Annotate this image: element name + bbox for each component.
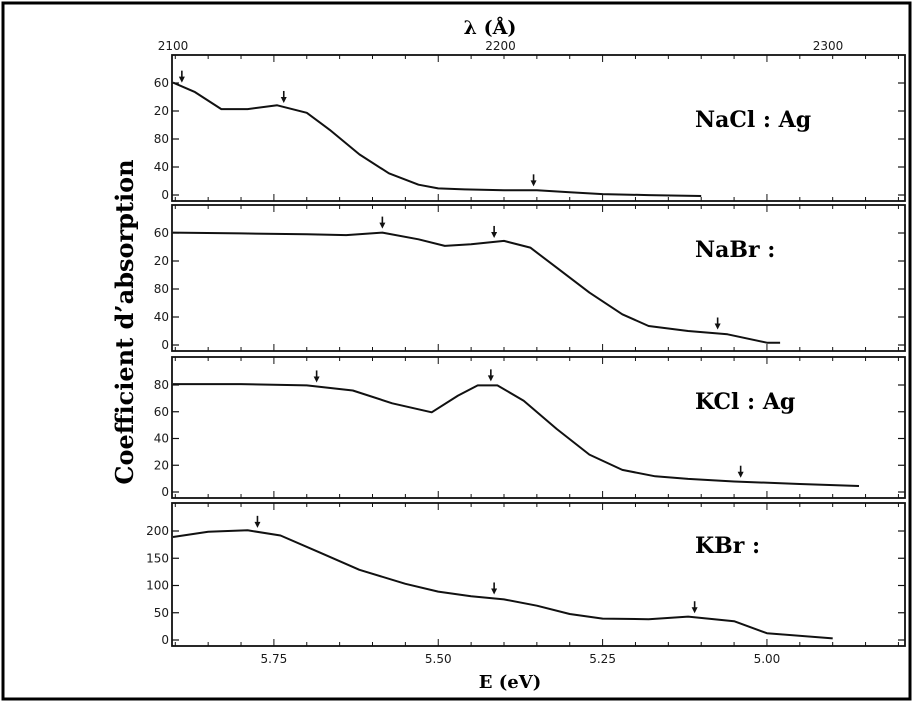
- y-tick-label: 60: [154, 226, 169, 240]
- y-tick-label: 40: [154, 432, 169, 446]
- panel-frame: [171, 204, 906, 352]
- y-tick-label: 200: [146, 524, 169, 538]
- y-tick-label: 0: [161, 338, 169, 352]
- panel-kcl-ag: 80 60 40 20 0 KCl : Ag: [154, 356, 906, 499]
- y-tick-label: 100: [146, 579, 169, 593]
- absorption-curve: [172, 81, 702, 197]
- top-tick-label: 2200: [485, 39, 516, 53]
- y-tick-label: 20: [154, 104, 169, 118]
- absorption-curve: [172, 529, 833, 640]
- feature-arrowhead: [491, 231, 498, 238]
- feature-arrowhead: [491, 588, 498, 595]
- feature-arrowhead: [691, 607, 698, 614]
- y-tick-label: 20: [154, 458, 169, 472]
- absorption-curve: [172, 231, 781, 344]
- y-tick-label: 60: [154, 76, 169, 90]
- bottom-axis-ticks: 5.75 5.50 5.25 5.00: [261, 652, 781, 666]
- bottom-tick-label: 5.50: [425, 652, 452, 666]
- panel-nabr: 60 20 80 40 0 NaBr :: [154, 204, 906, 352]
- panel-label: KCl : Ag: [695, 389, 795, 415]
- panel-label: KBr :: [695, 533, 760, 559]
- feature-arrowhead: [254, 521, 261, 528]
- panel-kbr: 200 150 100 50 0 KBr :: [146, 502, 906, 647]
- feature-arrowhead: [313, 376, 320, 383]
- y-tick-label: 0: [161, 633, 169, 647]
- y-tick-label: 40: [154, 160, 169, 174]
- top-tick-label: 2100: [158, 39, 189, 53]
- panel-nacl-ag: 60 20 80 40 0 NaCl : Ag: [154, 54, 906, 202]
- top-axis-label: λ (Å): [464, 16, 517, 39]
- absorption-curve: [173, 383, 860, 487]
- feature-arrowhead: [487, 375, 494, 382]
- y-tick-label: 50: [154, 606, 169, 620]
- feature-arrowhead: [737, 471, 744, 478]
- y-tick-label: 20: [154, 254, 169, 268]
- panel-frame: [171, 356, 906, 499]
- bottom-axis-label: E (eV): [479, 672, 541, 693]
- y-tick-label: 60: [154, 405, 169, 419]
- y-tick-label: 80: [154, 282, 169, 296]
- y-tick-label: 80: [154, 132, 169, 146]
- y-tick-label: 0: [161, 188, 169, 202]
- y-tick-label: 80: [154, 378, 169, 392]
- y-axis-label: Coefficient d’absorption: [110, 159, 139, 484]
- y-tick-label: 0: [161, 485, 169, 499]
- feature-arrowhead: [178, 76, 185, 83]
- top-tick-label: 2300: [813, 39, 844, 53]
- feature-arrowhead: [714, 323, 721, 330]
- bottom-tick-label: 5.75: [261, 652, 288, 666]
- feature-arrowhead: [280, 96, 287, 103]
- bottom-tick-label: 5.00: [754, 652, 781, 666]
- panel-frame: [171, 54, 906, 202]
- feature-arrowhead: [379, 222, 386, 229]
- panel-label: NaBr :: [695, 237, 775, 263]
- panel-frame: [171, 502, 906, 647]
- panel-label: NaCl : Ag: [695, 107, 811, 133]
- bottom-tick-label: 5.25: [589, 652, 616, 666]
- feature-arrowhead: [530, 180, 537, 187]
- y-tick-label: 150: [146, 551, 169, 565]
- y-tick-label: 40: [154, 310, 169, 324]
- top-axis-ticks: 21002200230024002500: [158, 39, 844, 53]
